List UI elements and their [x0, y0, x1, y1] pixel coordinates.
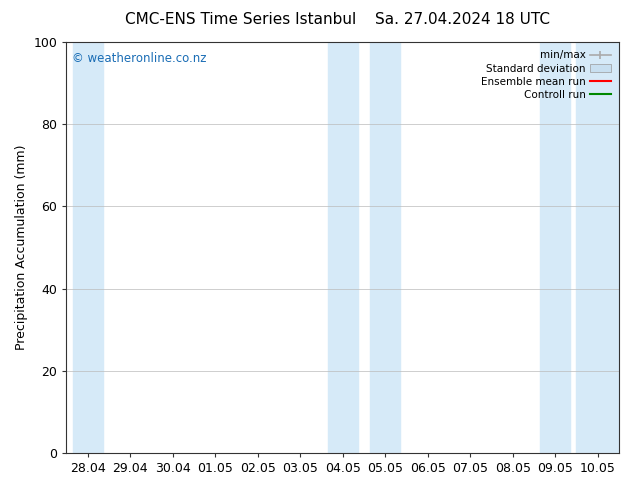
Bar	[370, 42, 400, 453]
Text: Sa. 27.04.2024 18 UTC: Sa. 27.04.2024 18 UTC	[375, 12, 550, 27]
Text: © weatheronline.co.nz: © weatheronline.co.nz	[72, 52, 207, 65]
Bar	[73, 42, 103, 453]
Text: CMC-ENS Time Series Istanbul: CMC-ENS Time Series Istanbul	[126, 12, 356, 27]
Bar	[576, 42, 619, 453]
Legend: min/max, Standard deviation, Ensemble mean run, Controll run: min/max, Standard deviation, Ensemble me…	[478, 47, 614, 103]
Bar	[328, 42, 358, 453]
Y-axis label: Precipitation Accumulation (mm): Precipitation Accumulation (mm)	[15, 145, 28, 350]
Bar	[540, 42, 570, 453]
